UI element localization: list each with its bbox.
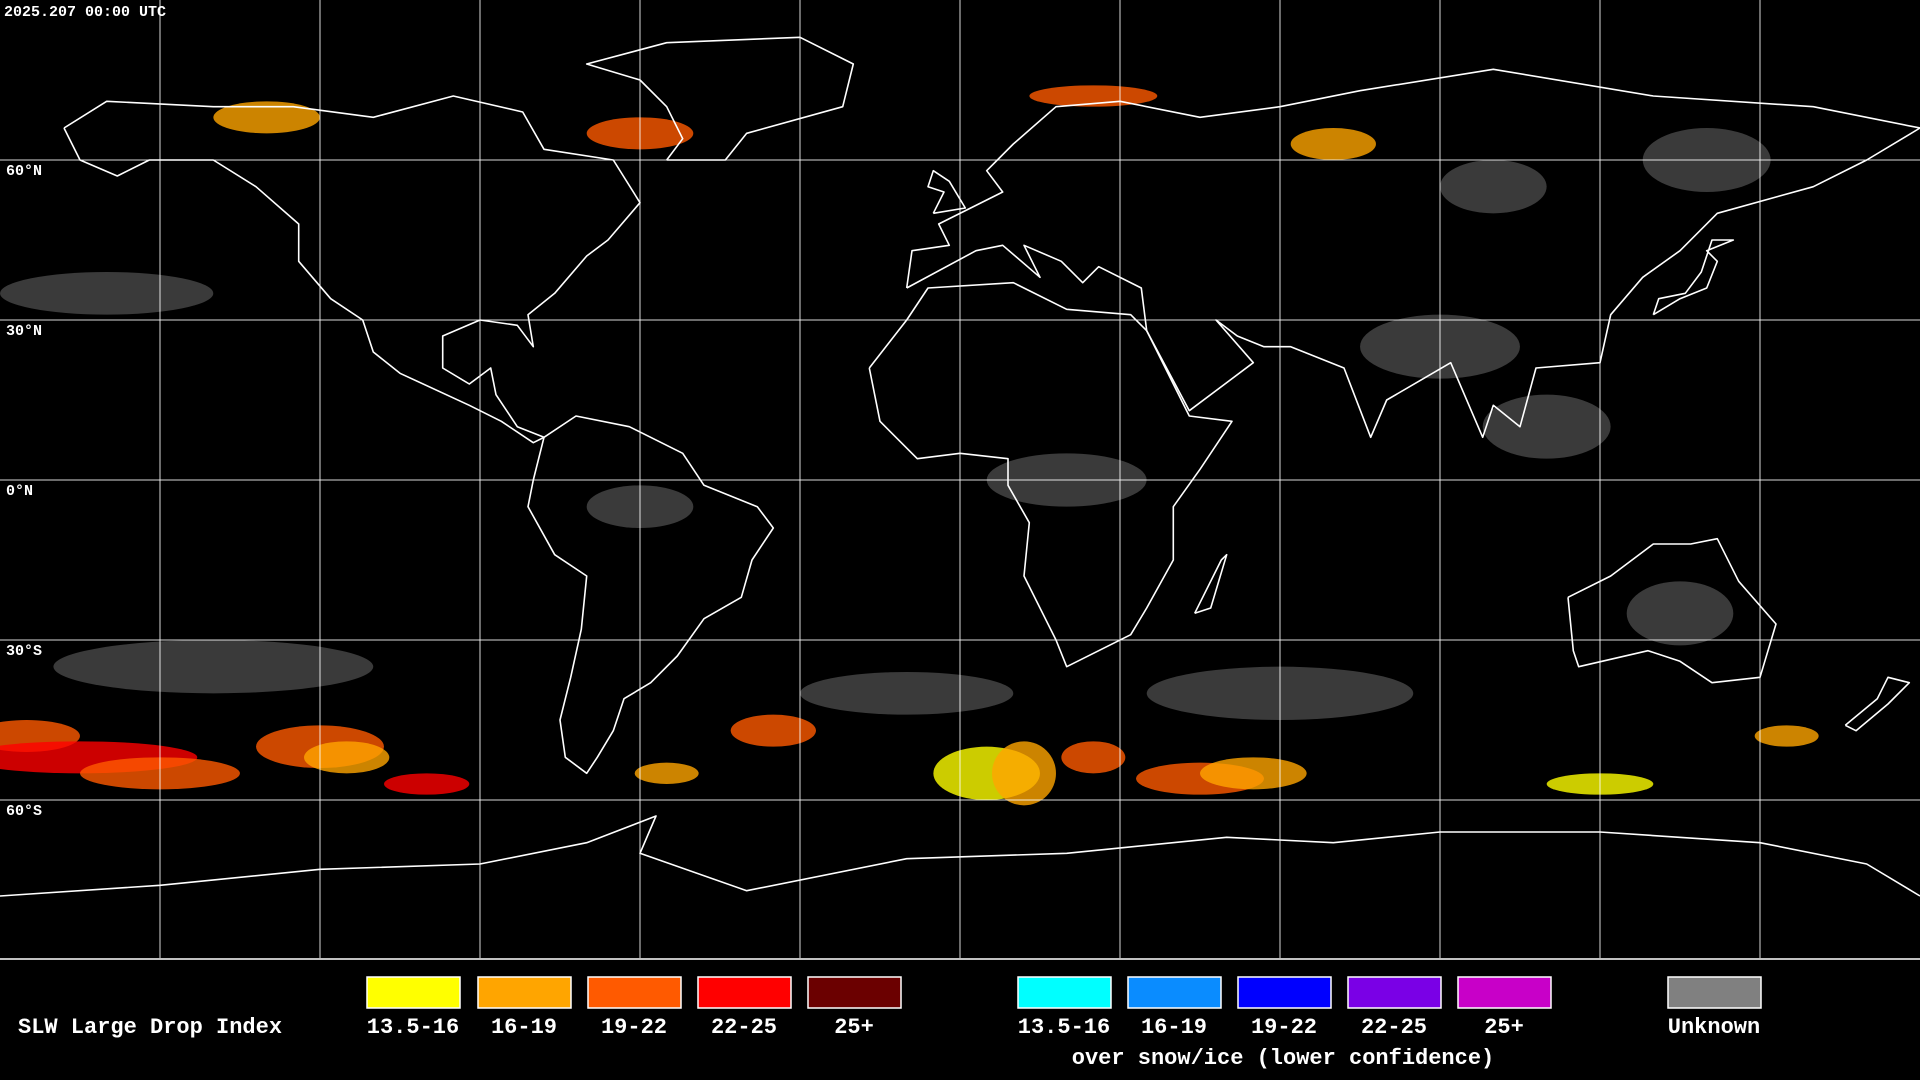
- coastline: [1844, 676, 1911, 732]
- cloud-patch: [992, 741, 1056, 806]
- legend-swatch: [697, 976, 792, 1009]
- latitude-label: 60°S: [6, 803, 42, 820]
- cloud-patch: [1029, 85, 1158, 107]
- legend-title: SLW Large Drop Index: [18, 1015, 282, 1040]
- cloud-patch: [800, 672, 1014, 715]
- legend-label: Unknown: [1668, 1015, 1760, 1040]
- coastline: [0, 815, 1920, 897]
- legend-swatch: [1457, 976, 1552, 1009]
- legend-label: 25+: [834, 1015, 874, 1040]
- cloud-patch: [1061, 741, 1126, 774]
- legend-label: 13.5-16: [367, 1015, 459, 1040]
- coastline: [527, 415, 775, 775]
- cloud-patch: [1440, 160, 1547, 214]
- latitude-label: 30°S: [6, 643, 42, 660]
- legend-caption: over snow/ice (lower confidence): [1072, 1046, 1494, 1071]
- legend-swatch: [807, 976, 902, 1009]
- cloud-patch: [213, 101, 320, 134]
- legend-label: 22-25: [1361, 1015, 1427, 1040]
- legend-swatch: [587, 976, 682, 1009]
- legend-swatch: [1347, 976, 1442, 1009]
- coastlines: [0, 36, 1920, 897]
- legend-label: 25+: [1484, 1015, 1524, 1040]
- legend-label: 19-22: [601, 1015, 667, 1040]
- graticule: 60°N 30°N 0°N 30°S 60°S: [0, 0, 1920, 958]
- legend-swatch: [1667, 976, 1762, 1009]
- cloud-patch: [53, 640, 374, 694]
- legend-label: 16-19: [1141, 1015, 1207, 1040]
- coastline: [868, 281, 1233, 668]
- latitude-label: 0°N: [6, 483, 33, 500]
- legend-swatch: [366, 976, 461, 1009]
- cloud-patch: [730, 714, 816, 747]
- timestamp: 2025.207 00:00 UTC: [4, 4, 166, 21]
- legend-label: 19-22: [1251, 1015, 1317, 1040]
- latitude-label: 30°N: [6, 323, 42, 340]
- cloud-patch: [1482, 394, 1611, 459]
- cloud-patch: [1754, 725, 1819, 747]
- coastline: [63, 95, 641, 444]
- coastline: [585, 36, 855, 161]
- latitude-label: 60°N: [6, 163, 42, 180]
- cloud-patch: [634, 762, 699, 784]
- cloud-patch: [1626, 581, 1734, 646]
- legend-label: 16-19: [491, 1015, 557, 1040]
- legend: SLW Large Drop Index over snow/ice (lowe…: [18, 976, 1762, 1071]
- cloud-layer: [0, 85, 1819, 806]
- cloud-patch: [1290, 128, 1376, 160]
- legend-swatch: [1127, 976, 1222, 1009]
- coastline: [927, 169, 967, 215]
- legend-swatch: [1017, 976, 1112, 1009]
- coastline: [905, 68, 1920, 439]
- legend-swatch: [1237, 976, 1332, 1009]
- coastline: [1193, 553, 1228, 615]
- coastline: [1567, 537, 1777, 684]
- cloud-patch: [1200, 757, 1307, 790]
- legend-label: 13.5-16: [1018, 1015, 1110, 1040]
- cloud-patch: [0, 272, 214, 315]
- legend-swatch: [477, 976, 572, 1009]
- cloud-patch: [304, 741, 390, 774]
- cloud-patch: [384, 773, 470, 795]
- coastline: [1652, 239, 1735, 316]
- legend-label: 22-25: [711, 1015, 777, 1040]
